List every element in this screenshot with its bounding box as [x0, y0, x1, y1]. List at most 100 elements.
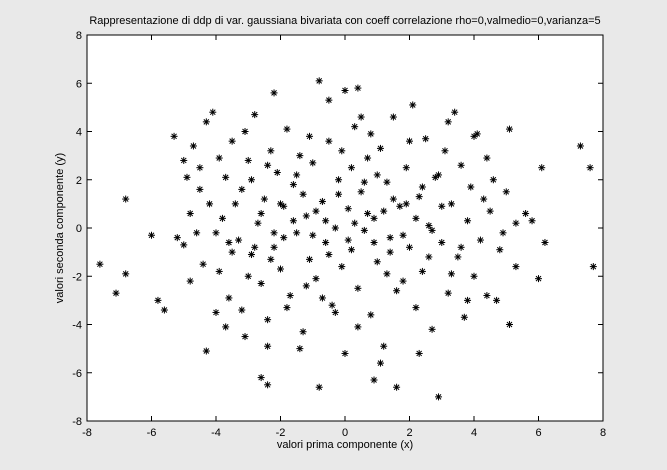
scatter-point	[389, 113, 397, 121]
scatter-point	[393, 383, 401, 391]
scatter-point	[296, 345, 304, 353]
y-axis-label: valori seconda componente (y)	[54, 153, 66, 303]
scatter-point	[402, 164, 410, 172]
scatter-point	[196, 185, 204, 193]
scatter-point	[380, 207, 388, 215]
scatter-point	[247, 176, 255, 184]
scatter-point	[247, 251, 255, 259]
scatter-point	[528, 217, 536, 225]
scatter-point	[228, 137, 236, 145]
scatter-point	[396, 202, 404, 210]
scatter-point	[447, 200, 455, 208]
scatter-point	[412, 214, 420, 222]
scatter-point	[180, 156, 188, 164]
scatter-point	[470, 132, 478, 140]
scatter-point	[467, 183, 475, 191]
scatter-point	[183, 173, 191, 181]
scatter-point	[386, 248, 394, 256]
scatter-point	[122, 195, 130, 203]
scatter-point	[186, 277, 194, 285]
x-tick-label: -4	[211, 427, 221, 439]
scatter-point	[225, 238, 233, 246]
scatter-point	[409, 101, 417, 109]
scatter-point	[306, 255, 314, 263]
scatter-point	[373, 171, 381, 179]
scatter-point	[328, 301, 336, 309]
scatter-point	[512, 263, 520, 271]
y-tick-label: -4	[72, 320, 82, 332]
scatter-point	[302, 212, 310, 220]
x-tick-label: -2	[276, 427, 286, 439]
scatter-point	[309, 159, 317, 167]
scatter-point	[202, 118, 210, 126]
scatter-point	[447, 270, 455, 278]
scatter-point	[257, 210, 265, 218]
scatter-point	[438, 238, 446, 246]
scatter-point	[241, 333, 249, 341]
scatter-point	[325, 137, 333, 145]
scatter-point	[206, 200, 214, 208]
scatter-point	[505, 321, 513, 328]
scatter-point	[312, 207, 320, 215]
scatter-point	[264, 342, 272, 350]
x-tick-label: 0	[342, 427, 348, 439]
scatter-point	[306, 132, 314, 140]
scatter-point	[293, 229, 301, 237]
scatter-point	[464, 217, 472, 225]
points-layer	[96, 77, 597, 401]
scatter-point	[244, 156, 252, 164]
scatter-point	[406, 243, 413, 251]
scatter-point	[251, 111, 259, 119]
scatter-point	[264, 161, 272, 169]
scatter-point	[586, 164, 594, 172]
scatter-point	[496, 246, 504, 254]
scatter-point	[235, 236, 243, 244]
scatter-point	[576, 142, 584, 150]
scatter-point	[277, 200, 284, 208]
scatter-point	[293, 171, 301, 179]
scatter-point	[351, 123, 359, 131]
scatter-point	[422, 135, 430, 143]
scatter-point	[335, 190, 343, 198]
scatter-point	[222, 173, 230, 181]
scatter-point	[299, 328, 307, 336]
scatter-point	[289, 181, 297, 189]
scatter-point	[357, 113, 365, 121]
scatter-point	[209, 108, 217, 116]
scatter-point	[438, 202, 446, 210]
scatter-point	[260, 195, 268, 203]
scatter-point	[225, 294, 233, 302]
scatter-point	[325, 251, 333, 259]
scatter-point	[502, 188, 510, 196]
scatter-point	[341, 349, 349, 357]
scatter-point	[315, 77, 323, 85]
scatter-point	[335, 176, 343, 184]
scatter-point	[393, 287, 401, 295]
scatter-point	[354, 84, 362, 92]
scatter-point	[460, 313, 468, 321]
scatter-point	[270, 89, 278, 97]
scatter-point	[273, 169, 281, 177]
scatter-point	[589, 263, 597, 271]
scatter-point	[189, 142, 197, 150]
scatter-point	[270, 229, 278, 237]
scatter-point	[241, 128, 249, 135]
scatter-point	[376, 144, 384, 152]
scatter-point	[302, 282, 310, 290]
scatter-point	[238, 306, 246, 314]
scatter-point	[325, 96, 333, 104]
scatter-point	[493, 296, 501, 304]
y-tick-label: 4	[76, 127, 82, 139]
scatter-point	[376, 359, 384, 367]
y-tick-label: -8	[72, 416, 82, 428]
scatter-point	[431, 173, 439, 181]
scatter-point	[399, 231, 407, 239]
scatter-point	[480, 195, 488, 203]
scatter-point	[322, 217, 330, 225]
scatter-point	[483, 154, 491, 162]
scatter-point	[522, 210, 530, 218]
scatter-point	[228, 248, 236, 256]
scatter-point	[425, 253, 433, 261]
scatter-point	[270, 243, 278, 251]
